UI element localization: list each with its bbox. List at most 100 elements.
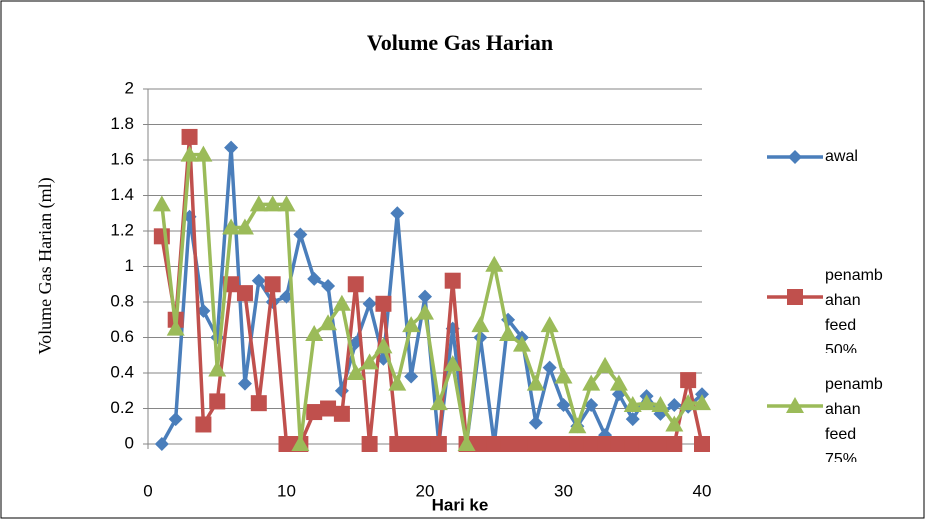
- data-point: [321, 279, 336, 294]
- data-point: [180, 145, 199, 162]
- data-point: [361, 436, 378, 452]
- data-point: [540, 316, 559, 333]
- data-point: [637, 394, 656, 411]
- x-tick-label: 20: [416, 481, 435, 500]
- data-point: [569, 436, 586, 452]
- data-point: [305, 324, 324, 341]
- series-line: [160, 152, 702, 446]
- data-point: [512, 335, 531, 352]
- data-point: [554, 367, 573, 384]
- data-point: [486, 436, 503, 452]
- chart-title: Volume Gas Harian: [367, 30, 553, 55]
- data-point: [513, 436, 530, 452]
- data-point: [652, 436, 669, 452]
- data-point: [196, 303, 211, 318]
- data-point: [374, 337, 393, 354]
- data-point: [277, 195, 296, 212]
- data-point: [527, 436, 544, 452]
- data-point: [665, 415, 684, 432]
- data-point: [306, 404, 323, 421]
- legend-label-box: awal: [825, 148, 858, 165]
- legend-marker: [786, 397, 804, 413]
- data-point: [680, 372, 697, 389]
- data-point: [638, 436, 655, 452]
- data-point: [403, 436, 420, 452]
- legend-label: awal: [825, 148, 858, 165]
- data-point: [542, 360, 557, 375]
- data-point: [333, 405, 350, 422]
- data-point: [429, 394, 448, 411]
- data-point: [360, 353, 379, 370]
- data-point: [610, 436, 627, 452]
- data-point: [666, 436, 683, 452]
- data-point: [209, 393, 226, 410]
- data-point: [526, 374, 545, 391]
- data-point: [556, 397, 571, 412]
- data-point: [166, 319, 185, 336]
- legend-label: penambahan feed 75%: [825, 376, 883, 462]
- data-point: [667, 397, 682, 412]
- data-point: [693, 394, 711, 411]
- data-point: [499, 324, 518, 341]
- data-point: [347, 276, 364, 293]
- data-point: [404, 369, 419, 384]
- data-point: [472, 436, 489, 452]
- data-point: [291, 435, 310, 451]
- x-tick-label: 30: [554, 481, 573, 500]
- legend-label: penambahan feed 50%: [825, 267, 883, 353]
- data-point: [389, 436, 406, 452]
- data-point: [168, 412, 183, 427]
- y-tick-label: 0.8: [110, 291, 134, 310]
- data-point: [555, 436, 572, 452]
- data-point: [224, 140, 239, 155]
- y-tick-label: 1.8: [110, 114, 134, 133]
- y-tick-label: 1.6: [110, 149, 134, 168]
- data-point: [388, 374, 407, 391]
- y-tick-label: 1: [125, 256, 134, 275]
- data-point: [596, 356, 615, 373]
- data-point: [237, 376, 252, 391]
- x-axis-label: Hari ke: [432, 495, 489, 514]
- data-point: [500, 436, 517, 452]
- legend-label-box: penambahan feed 75%: [825, 376, 883, 462]
- data-point: [208, 360, 227, 377]
- y-tick-label: 0.4: [110, 362, 134, 381]
- x-tick-label: 40: [693, 481, 712, 500]
- data-point: [346, 364, 365, 380]
- data-point: [181, 128, 198, 145]
- data-point: [597, 436, 614, 452]
- data-point: [263, 195, 282, 212]
- y-tick-label: 0.2: [110, 398, 134, 417]
- data-point: [583, 436, 600, 452]
- x-tick-label: 0: [143, 481, 152, 500]
- data-point: [249, 195, 268, 212]
- data-point: [625, 412, 640, 427]
- data-point: [320, 400, 337, 417]
- data-point: [541, 436, 558, 452]
- data-point: [251, 273, 266, 288]
- legend-marker: [787, 289, 803, 305]
- data-point: [293, 227, 308, 242]
- data-point: [278, 436, 295, 452]
- data-point: [624, 436, 641, 452]
- data-point: [264, 276, 281, 293]
- data-point: [319, 314, 338, 331]
- data-point: [250, 395, 267, 412]
- y-tick-label: 1.2: [110, 220, 134, 239]
- data-point: [430, 436, 447, 452]
- data-point: [443, 355, 462, 372]
- data-point: [694, 436, 710, 452]
- data-point: [362, 296, 377, 311]
- y-axis-label: Volume Gas Harian (ml): [35, 177, 56, 354]
- data-point: [195, 416, 212, 433]
- data-point: [236, 285, 253, 302]
- data-point: [375, 295, 392, 312]
- data-point: [154, 437, 169, 451]
- data-point: [444, 272, 461, 289]
- data-point: [417, 436, 433, 452]
- data-point: [623, 395, 642, 412]
- data-point: [568, 417, 587, 434]
- data-point: [582, 374, 601, 391]
